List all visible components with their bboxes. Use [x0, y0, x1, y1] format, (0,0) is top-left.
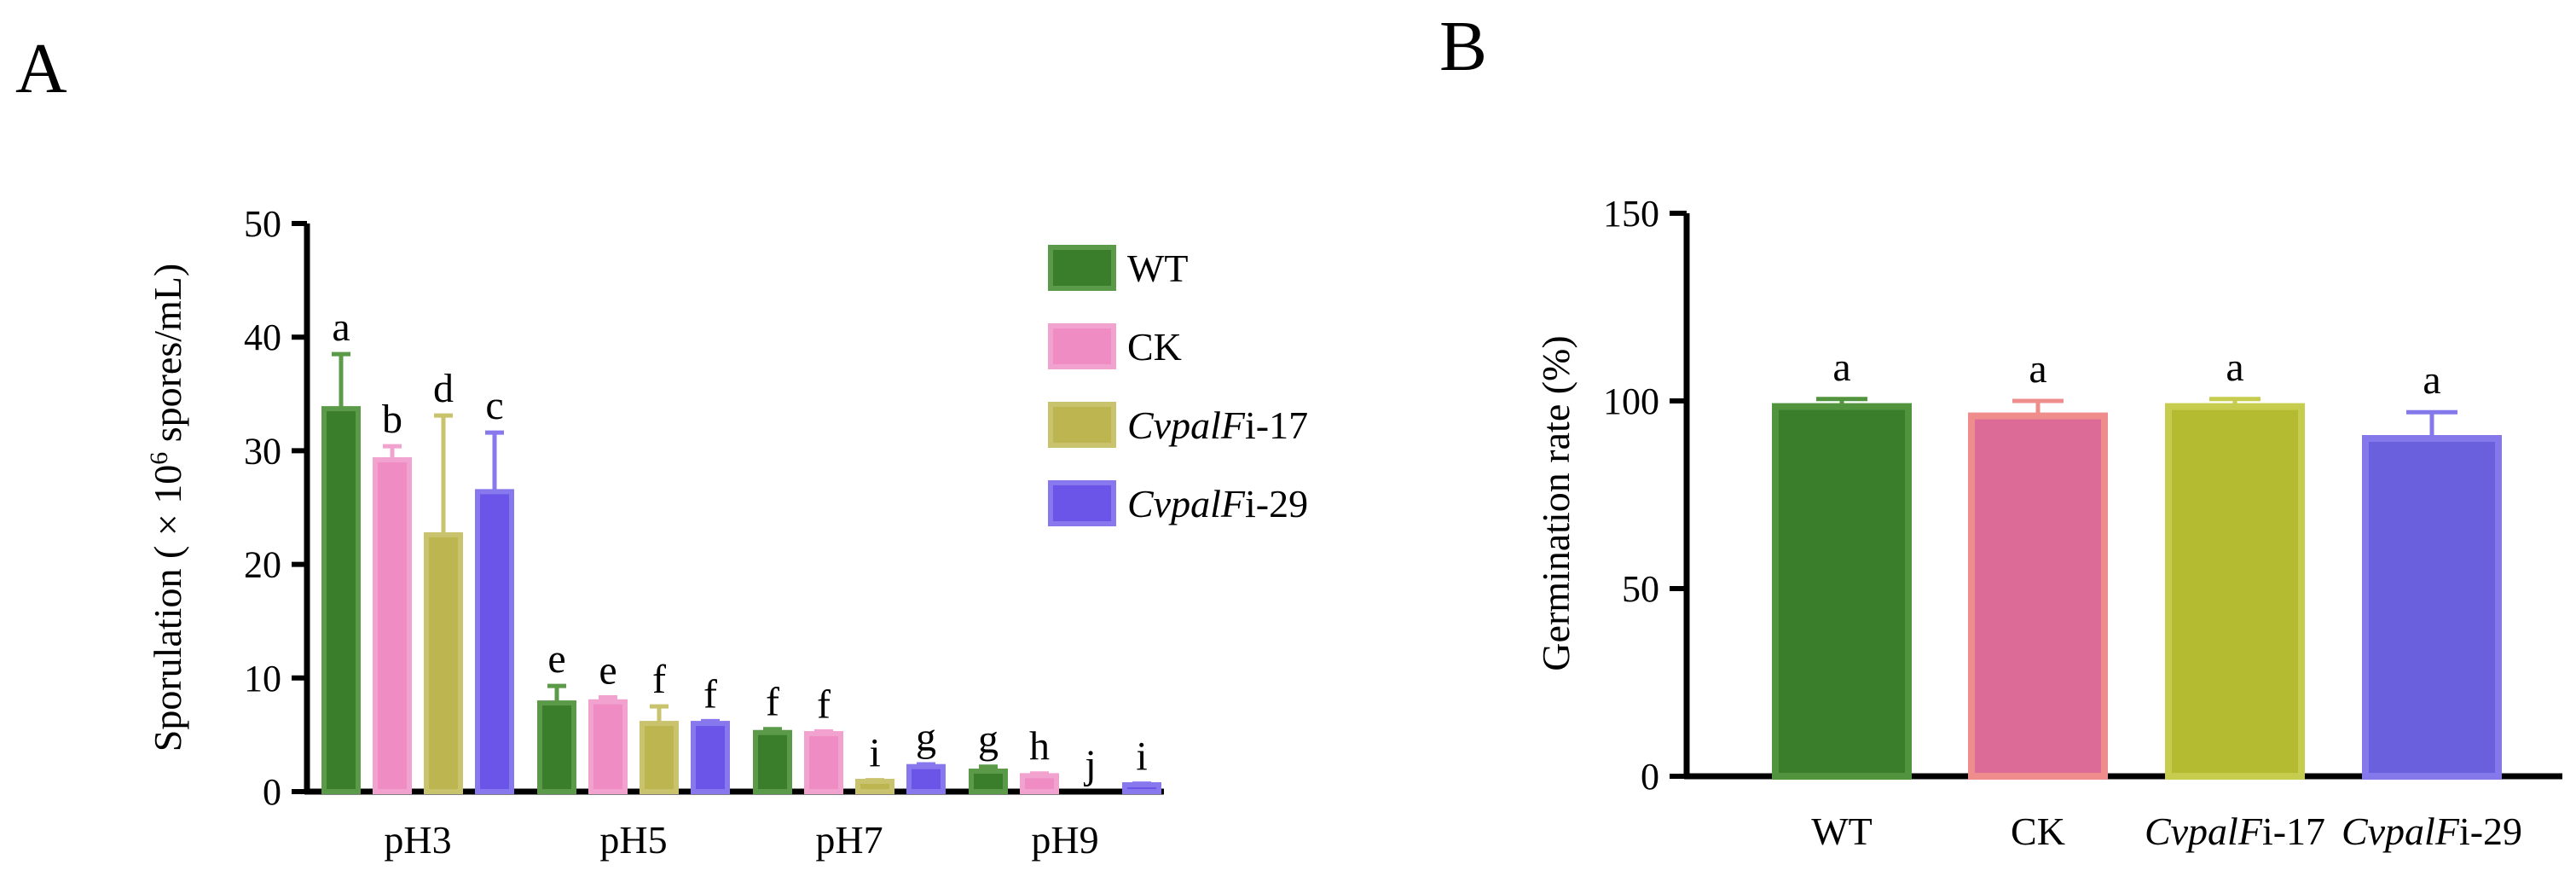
y-tick-label-a: 50 [244, 203, 281, 245]
bar-a [855, 779, 894, 795]
bar-a [804, 731, 843, 794]
bar-a [969, 769, 1008, 794]
significance-label-a: c [485, 383, 503, 428]
bar-a [588, 699, 628, 794]
chart-b: 0 50 100 150 Germination rate (%) a WT a CK a Cvpa… [1534, 193, 2562, 853]
x-category-label-a: pH7 [815, 818, 883, 862]
significance-label-b: a [2226, 345, 2243, 390]
y-tick-label-b: 150 [1603, 193, 1659, 235]
y-tick-label-b: 0 [1641, 756, 1659, 798]
significance-label-a: e [547, 636, 565, 682]
bar-b [1968, 412, 2108, 780]
y-axis-title-b: Germination rate (%) [1534, 335, 1577, 670]
bar-b [2362, 435, 2502, 780]
bar-a [373, 457, 412, 795]
legend-swatch [1048, 480, 1116, 526]
x-category-label-b: CK [2011, 810, 2065, 853]
y-tick-label-a: 40 [244, 316, 281, 358]
y-axis-title-a: Sporulation ( × 106 spores/mL) [145, 264, 190, 752]
y-tick-label-a: 20 [244, 544, 281, 586]
bar-a [906, 763, 946, 794]
bar-a [321, 406, 361, 794]
significance-label-a: d [433, 366, 454, 411]
panel-letter-b: B [1439, 7, 1487, 86]
significance-label-a: e [599, 647, 617, 693]
x-category-label-a: pH5 [599, 818, 667, 862]
bar-a [424, 531, 463, 795]
x-category-label-a: pH9 [1031, 818, 1098, 862]
significance-label-a: f [766, 680, 779, 725]
x-category-label-b: WT [1811, 810, 1873, 853]
x-category-label-a: pH3 [384, 818, 451, 862]
y-tick-label-b: 50 [1622, 568, 1659, 610]
panel-letter-a: A [15, 29, 67, 108]
legend-label: CvpalFi-29 [1127, 482, 1308, 525]
significance-label-a: f [817, 682, 831, 727]
significance-label-a: g [916, 715, 936, 760]
significance-label-a: a [332, 305, 350, 350]
significance-label-a: i [869, 731, 880, 776]
significance-label-b: a [2029, 346, 2046, 392]
x-category-label-b: CvpalFi-17 [2145, 810, 2325, 853]
legend-swatch [1048, 402, 1116, 448]
legend-swatch [1048, 245, 1116, 291]
bar-a [1122, 782, 1161, 794]
significance-label-a: g [978, 717, 999, 763]
significance-label-b: a [2423, 357, 2440, 403]
bar-b [2165, 403, 2305, 780]
significance-label-b: a [1832, 345, 1850, 390]
y-tick-label-b: 100 [1603, 380, 1659, 422]
bar-b [1772, 403, 1912, 780]
y-tick-label-a: 30 [244, 430, 281, 472]
significance-label-a: f [703, 671, 717, 717]
bar-a [1020, 773, 1059, 794]
y-tick-label-a: 10 [244, 658, 281, 699]
legend-swatch [1048, 323, 1116, 369]
y-tick-label-a: 0 [263, 771, 281, 813]
significance-label-a: f [652, 657, 666, 702]
bar-a [475, 489, 514, 794]
legend-label: WT [1127, 247, 1189, 290]
x-category-label-b: CvpalFi-29 [2342, 810, 2522, 853]
chart-a: 0 10 20 30 40 50 Sporulation ( × 106 spores/mL… [145, 203, 1309, 862]
significance-label-a: i [1136, 734, 1147, 780]
bar-a [753, 729, 792, 795]
bar-a [537, 700, 576, 794]
significance-label-a: b [382, 397, 402, 442]
legend-label: CvpalFi-17 [1127, 403, 1308, 447]
legend-label: CK [1127, 325, 1182, 369]
bar-a [640, 721, 679, 795]
bar-a [691, 721, 730, 795]
significance-label-a: h [1029, 724, 1050, 769]
significance-label-a: j [1083, 742, 1096, 787]
